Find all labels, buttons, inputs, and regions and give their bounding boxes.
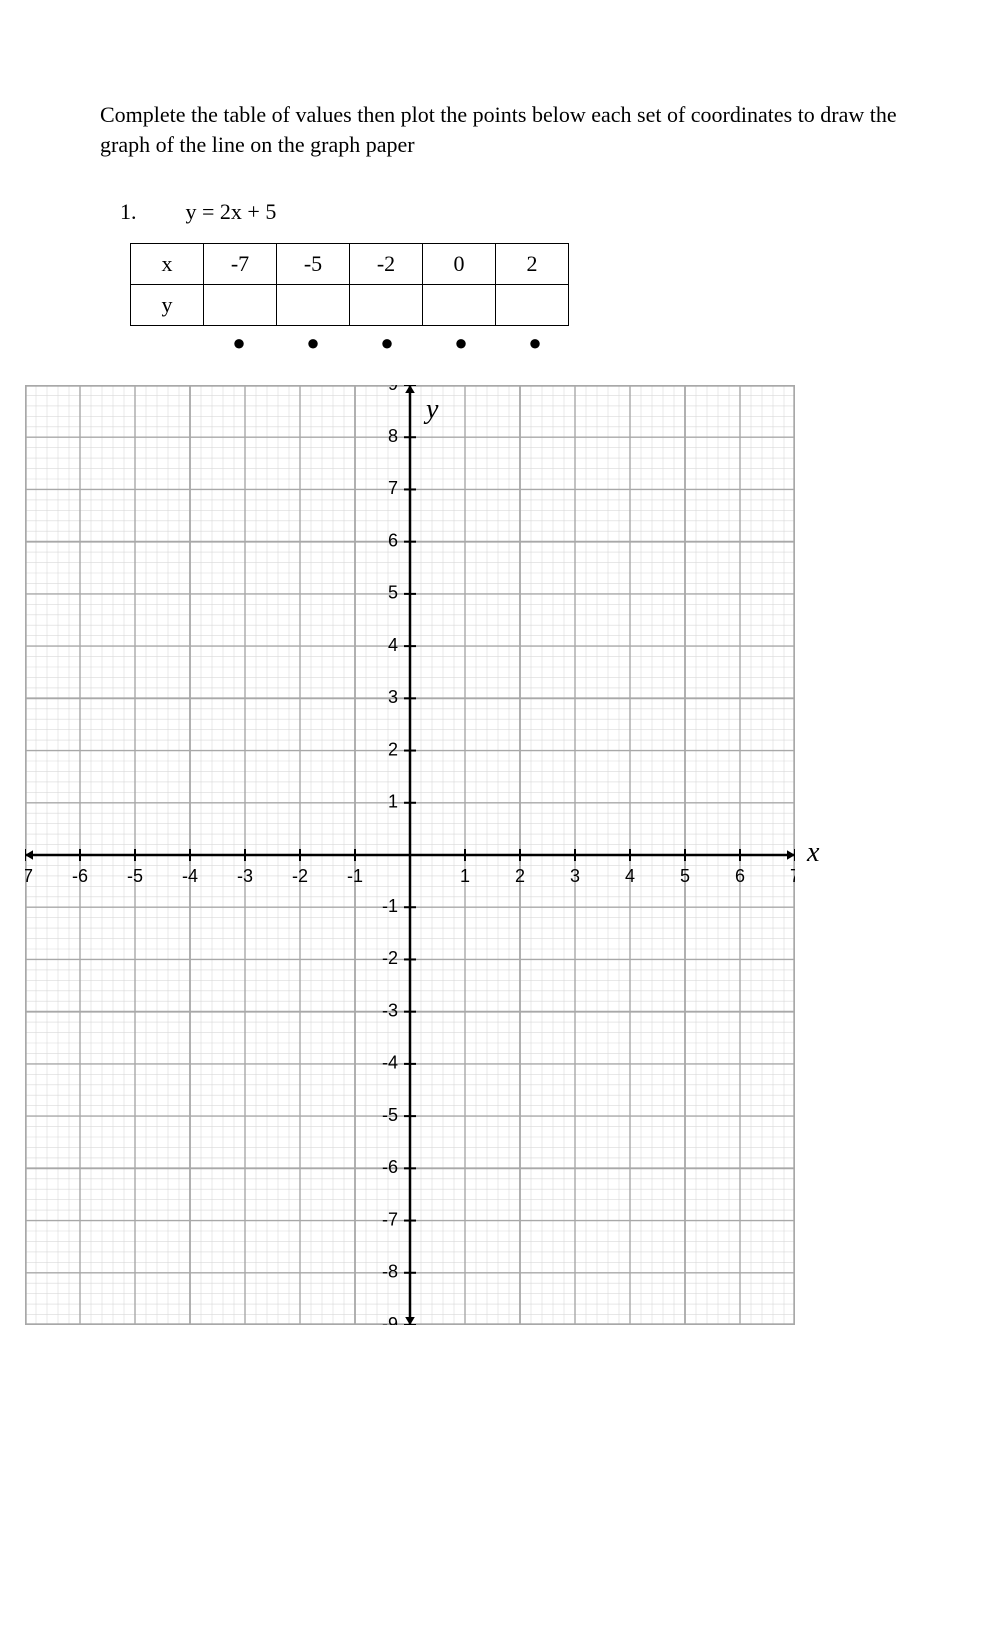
svg-text:1: 1 bbox=[388, 792, 398, 812]
svg-text:-5: -5 bbox=[382, 1105, 398, 1125]
svg-text:-8: -8 bbox=[382, 1262, 398, 1282]
svg-text:-4: -4 bbox=[182, 866, 198, 886]
y-cell[interactable] bbox=[423, 285, 496, 326]
svg-text:-2: -2 bbox=[292, 866, 308, 886]
svg-text:6: 6 bbox=[735, 866, 745, 886]
svg-text:8: 8 bbox=[388, 426, 398, 446]
svg-text:5: 5 bbox=[680, 866, 690, 886]
problem-equation: y = 2x + 5 bbox=[186, 199, 277, 224]
svg-text:7: 7 bbox=[790, 866, 795, 886]
svg-text:-4: -4 bbox=[382, 1053, 398, 1073]
svg-text:-7: -7 bbox=[382, 1210, 398, 1230]
plot-dot-icon: ● bbox=[352, 332, 422, 354]
x-cell: -5 bbox=[277, 244, 350, 285]
svg-text:3: 3 bbox=[388, 687, 398, 707]
x-cell: -2 bbox=[350, 244, 423, 285]
x-axis-label: x bbox=[807, 837, 819, 869]
svg-text:-1: -1 bbox=[347, 866, 363, 886]
dot-spacer bbox=[130, 332, 200, 354]
svg-text:-1: -1 bbox=[382, 896, 398, 916]
svg-text:-6: -6 bbox=[72, 866, 88, 886]
y-cell[interactable] bbox=[350, 285, 423, 326]
instructions-text: Complete the table of values then plot t… bbox=[100, 100, 900, 159]
svg-text:4: 4 bbox=[625, 866, 635, 886]
svg-text:9: 9 bbox=[388, 385, 398, 394]
y-cell[interactable] bbox=[496, 285, 569, 326]
svg-text:5: 5 bbox=[388, 583, 398, 603]
x-cell: -7 bbox=[204, 244, 277, 285]
row-label-y: y bbox=[131, 285, 204, 326]
table-row: y bbox=[131, 285, 569, 326]
svg-text:7: 7 bbox=[388, 479, 398, 499]
svg-text:4: 4 bbox=[388, 635, 398, 655]
svg-text:-9: -9 bbox=[382, 1314, 398, 1325]
svg-text:y: y bbox=[423, 395, 439, 426]
svg-text:6: 6 bbox=[388, 531, 398, 551]
svg-text:1: 1 bbox=[460, 866, 470, 886]
plot-dot-icon: ● bbox=[278, 332, 348, 354]
plot-dot-icon: ● bbox=[204, 332, 274, 354]
graph-area[interactable]: -7 -6 -5 -4 -3 -2 -1 1 2 3 4 5 6 7 -9 -8 -7 -6 -5 -4 -3 -2 -1 1… bbox=[25, 385, 940, 1325]
coordinate-grid[interactable]: -7 -6 -5 -4 -3 -2 -1 1 2 3 4 5 6 7 -9 -8 -7 -6 -5 -4 -3 -2 -1 1… bbox=[25, 385, 795, 1325]
x-cell: 0 bbox=[423, 244, 496, 285]
problem-line: 1. y = 2x + 5 bbox=[120, 199, 940, 225]
x-cell: 2 bbox=[496, 244, 569, 285]
svg-text:-2: -2 bbox=[382, 949, 398, 969]
svg-text:3: 3 bbox=[570, 866, 580, 886]
svg-text:-3: -3 bbox=[237, 866, 253, 886]
svg-text:2: 2 bbox=[515, 866, 525, 886]
svg-text:-6: -6 bbox=[382, 1157, 398, 1177]
row-label-x: x bbox=[131, 244, 204, 285]
problem-number: 1. bbox=[120, 199, 180, 225]
plot-dot-icon: ● bbox=[500, 332, 570, 354]
y-cell[interactable] bbox=[277, 285, 350, 326]
dot-row: ● ● ● ● ● bbox=[130, 332, 940, 355]
y-cell[interactable] bbox=[204, 285, 277, 326]
svg-text:2: 2 bbox=[388, 740, 398, 760]
worksheet-page: Complete the table of values then plot t… bbox=[0, 0, 1000, 1643]
plot-dot-icon: ● bbox=[426, 332, 496, 354]
table-row: x -7 -5 -2 0 2 bbox=[131, 244, 569, 285]
value-table: x -7 -5 -2 0 2 y bbox=[130, 243, 569, 326]
svg-text:-3: -3 bbox=[382, 1001, 398, 1021]
svg-text:-5: -5 bbox=[127, 866, 143, 886]
svg-text:-7: -7 bbox=[25, 866, 33, 886]
